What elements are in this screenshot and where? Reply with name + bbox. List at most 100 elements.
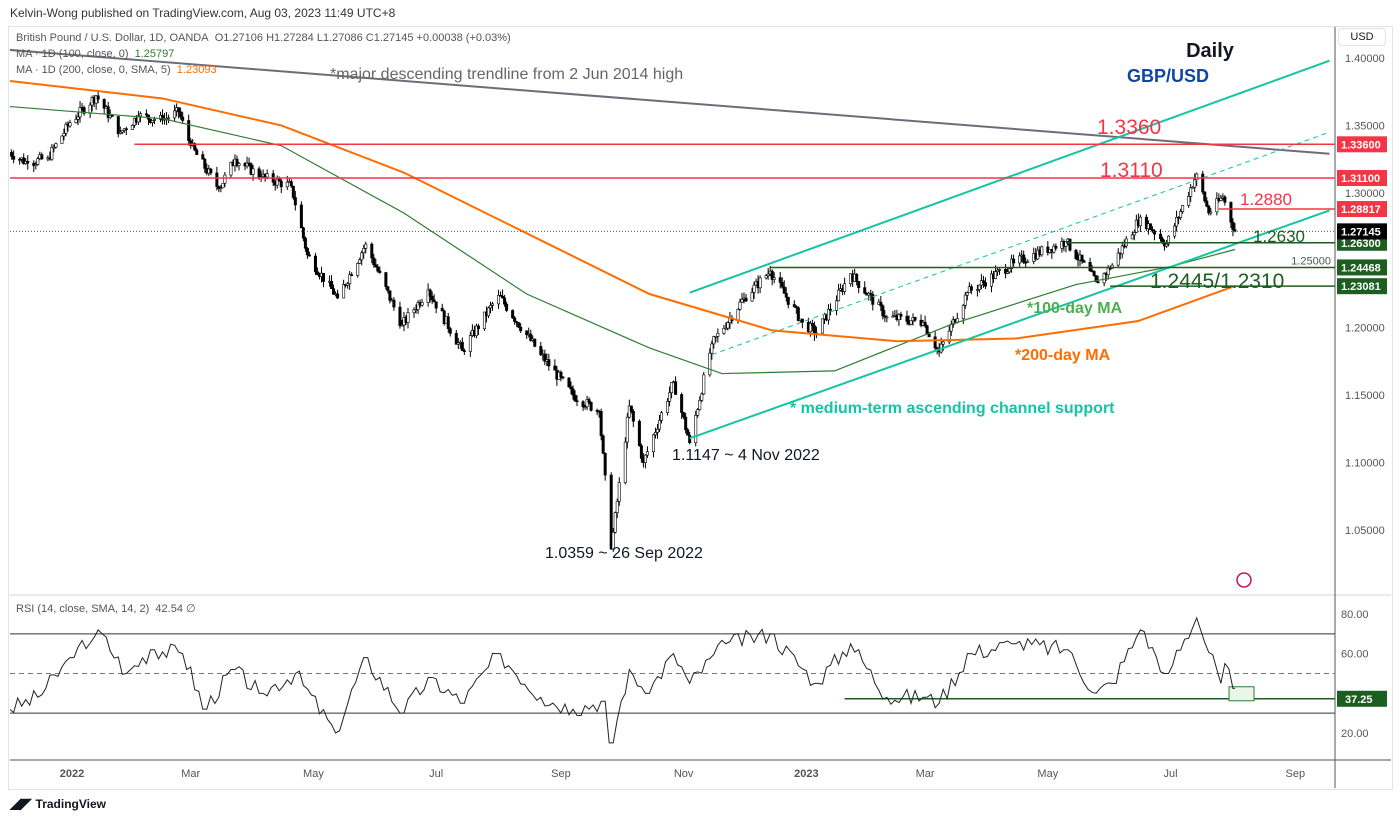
candle-down [1152,230,1156,235]
candle-down [855,273,859,282]
candle-down [384,272,388,287]
candle-down [1022,254,1026,263]
candle-up [491,303,495,306]
candle-down [587,399,591,403]
candle-down [927,333,931,338]
candle-up [348,274,352,284]
candle-up [660,412,664,421]
candle-down [1054,245,1058,249]
candle-down [110,114,114,117]
candle-down [575,400,579,403]
currency-button[interactable]: USD [1338,28,1386,46]
ma200-label: MA · 1D (200, close, 0, SMA, 5) [16,64,171,76]
price-tag-label: 1.26300 [1341,238,1381,250]
candle-down [428,289,432,297]
candle-up [50,146,54,160]
candle-up [724,327,728,330]
candle-down [567,377,571,388]
candle-up [837,289,841,302]
candle-down [82,107,86,114]
candle-down [315,271,319,275]
candle-down [40,154,44,160]
rsi-highlight-box [1228,686,1255,702]
candle-up [1179,211,1183,218]
candle-down [18,159,22,161]
candle-down [1082,260,1086,263]
candle-up [167,117,171,120]
candle-up [1191,186,1195,189]
candle-down [784,293,788,298]
candle-up [764,275,768,279]
price-tag-label: 1.24468 [1341,262,1381,274]
candle-up [474,325,478,337]
candle-down [350,274,354,276]
candle-up [130,125,134,130]
candle-down [1148,223,1152,230]
candle-down [571,388,575,396]
candle-down [299,204,303,229]
candle-up [698,400,702,410]
candle-up [468,335,472,352]
candle-up [1167,235,1171,245]
candle-up [1193,179,1197,188]
symbol-legend: British Pound / U.S. Dollar, 1D, OANDA O… [16,32,511,44]
candle-up [694,415,698,444]
candle-up [138,113,142,117]
candle-down [631,410,635,422]
candle-up [1018,255,1022,264]
candle-down [923,322,927,327]
ma200-annotation: *200-day MA [1015,347,1111,364]
candle-up [1064,241,1068,247]
rsi-tick-label: 80.00 [1341,609,1369,621]
candle-down [440,307,444,312]
candle-up [1181,205,1185,212]
price-tick-label: 1.05000 [1345,525,1385,537]
candle-down [778,277,782,283]
candle-down [525,330,529,336]
candle-up [994,271,998,279]
candle-up [996,269,1000,272]
published-info: Kelvin-Wong published on TradingView.com… [10,6,396,20]
tradingview-logo[interactable]: ◢◤ TradingView [10,795,106,812]
candle-down [1122,245,1126,248]
candle-down [686,429,690,436]
candle-down [547,359,551,367]
candle-down [193,143,197,151]
candle-down [476,325,480,330]
candle-up [1165,243,1169,247]
price-tag-label: 1.23081 [1341,281,1381,293]
candle-up [714,335,718,338]
ma200-legend[interactable]: MA · 1D (200, close, 0, SMA, 5) 1.23093 [16,64,217,76]
candle-down [559,371,563,378]
rsi-legend[interactable]: RSI (14, close, SMA, 14, 2) 42.54 ∅ [16,602,196,615]
price-tick-label: 1.40000 [1345,53,1385,65]
candle-up [710,343,714,354]
candle-down [434,301,438,309]
candle-down [543,353,547,362]
candle-down [195,149,199,155]
trendline-annotation: *major descending trendline from 2 Jun 2… [330,66,683,83]
candle-down [770,270,774,280]
candle-up [820,318,824,334]
candle-down [279,180,283,188]
ma100-legend[interactable]: MA · 1D (100, close, 0) 1.25797 [16,48,174,60]
candle-down [533,338,537,347]
candle-down [291,185,295,198]
candle-down [201,154,205,160]
candle-up [625,416,629,443]
candle-up [583,406,587,409]
candle-up [265,173,269,178]
candle-down [372,257,376,266]
candle-down [529,333,533,341]
candle-down [398,306,402,327]
candle-down [609,474,613,550]
candle-up [726,322,730,329]
candle-down [179,111,183,118]
candle-up [456,342,460,345]
candle-up [497,295,501,305]
candle-down [1092,271,1096,276]
candle-down [505,303,509,311]
candle-down [305,248,309,256]
candle-down [144,113,148,116]
